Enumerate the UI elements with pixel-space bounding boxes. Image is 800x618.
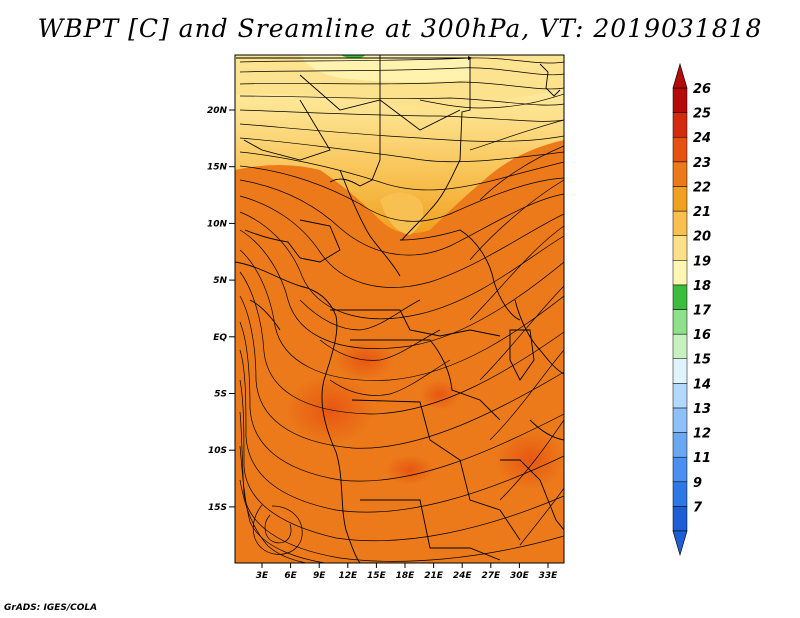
colorbar-label: 17 <box>693 304 712 319</box>
colorbar-swatch <box>672 112 688 138</box>
colorbar-label: 20 <box>693 230 711 245</box>
colorbar-swatch <box>672 407 688 433</box>
colorbar: 7 9 11 12 13 14 15 16 17 18 19 20 21 22 23 24 25 26 <box>672 62 712 557</box>
colorbar-top-arrow <box>672 62 688 89</box>
colorbar-label: 26 <box>693 82 711 97</box>
lon-tick-label: 15E <box>367 571 387 581</box>
lon-tick-label: 18E <box>396 571 416 581</box>
colorbar-label: 12 <box>693 427 711 442</box>
colorbar-label: 19 <box>693 254 711 269</box>
lat-tick-label: 10S <box>208 446 227 456</box>
lat-tick-label: 20N <box>207 106 228 116</box>
grads-credit: GrADS: IGES/COLA <box>4 603 98 613</box>
latitude-axis: 20N 15N 10N 5N EQ 5S 10S 15S <box>207 106 235 513</box>
colorbar-label: 16 <box>693 328 711 343</box>
country-borders <box>235 55 564 563</box>
colorbar-swatch <box>672 506 688 532</box>
colorbar-swatch <box>672 161 688 187</box>
colorbar-label: 14 <box>693 377 711 392</box>
colorbar-swatch <box>672 456 688 483</box>
colorbar-swatch <box>672 260 688 286</box>
lon-tick-label: 33E <box>539 571 559 581</box>
lon-tick-label: 27E <box>481 571 501 581</box>
colorbar-label: 15 <box>693 353 711 368</box>
chart-title: WBPT [C] and Sreamline at 300hPa, VT: 20… <box>37 14 763 43</box>
colorbar-swatch <box>672 383 688 409</box>
colorbar-label: 13 <box>693 402 711 417</box>
colorbar-label: 25 <box>693 107 711 122</box>
lon-tick-label: 6E <box>284 571 297 581</box>
colorbar-label: 9 <box>693 476 702 491</box>
colorbar-swatch <box>672 136 688 163</box>
lon-tick-label: 21E <box>424 571 444 581</box>
streamlines <box>239 55 564 563</box>
lon-tick-label: 12E <box>338 571 358 581</box>
colorbar-label: 21 <box>693 205 711 220</box>
lon-tick-label: 24E <box>453 571 473 581</box>
lat-tick-label: 15S <box>208 503 227 513</box>
colorbar-swatch <box>672 358 688 384</box>
colorbar-swatch <box>672 87 688 113</box>
lon-tick-label: 9E <box>313 571 326 581</box>
lon-tick-label: 30E <box>510 571 530 581</box>
colorbar-label: 22 <box>693 180 711 195</box>
wbpt-field <box>235 55 564 563</box>
colorbar-label: 7 <box>693 500 703 515</box>
colorbar-swatch <box>672 186 688 212</box>
colorbar-swatch <box>672 284 688 310</box>
colorbar-swatch <box>672 432 688 458</box>
map-frame <box>234 54 565 564</box>
lat-tick-label: 5N <box>213 276 227 286</box>
colorbar-label: 11 <box>693 451 711 466</box>
colorbar-swatch <box>672 333 688 359</box>
lat-tick-label: 10N <box>207 219 228 229</box>
colorbar-label: 18 <box>693 279 711 294</box>
colorbar-swatch <box>672 235 688 261</box>
longitude-axis: 3E 6E 9E 12E 15E 18E 21E 24E 27E 30E 33E <box>256 563 558 581</box>
colorbar-label: 23 <box>693 156 711 171</box>
colorbar-swatch <box>672 481 688 507</box>
lat-tick-label: EQ <box>213 333 227 343</box>
lon-tick-label: 3E <box>256 571 269 581</box>
lat-tick-label: 15N <box>207 163 228 173</box>
colorbar-bottom-arrow <box>672 530 688 557</box>
colorbar-label: 24 <box>693 131 711 146</box>
lat-tick-label: 5S <box>214 390 227 400</box>
colorbar-swatch <box>672 309 688 335</box>
colorbar-swatch <box>672 210 688 236</box>
